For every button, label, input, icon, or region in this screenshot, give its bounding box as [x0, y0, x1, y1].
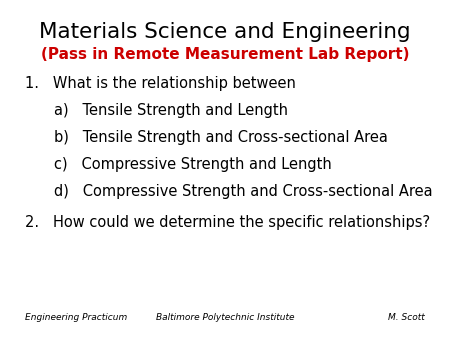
Text: Baltimore Polytechnic Institute: Baltimore Polytechnic Institute — [156, 313, 294, 322]
Text: 2.   How could we determine the specific relationships?: 2. How could we determine the specific r… — [25, 215, 430, 230]
Text: (Pass in Remote Measurement Lab Report): (Pass in Remote Measurement Lab Report) — [41, 47, 409, 62]
Text: M. Scott: M. Scott — [388, 313, 425, 322]
Text: 1.   What is the relationship between: 1. What is the relationship between — [25, 76, 296, 91]
Text: b)   Tensile Strength and Cross-sectional Area: b) Tensile Strength and Cross-sectional … — [54, 130, 388, 145]
Text: Engineering Practicum: Engineering Practicum — [25, 313, 127, 322]
Text: Materials Science and Engineering: Materials Science and Engineering — [39, 22, 411, 42]
Text: c)   Compressive Strength and Length: c) Compressive Strength and Length — [54, 157, 332, 172]
Text: d)   Compressive Strength and Cross-sectional Area: d) Compressive Strength and Cross-sectio… — [54, 184, 432, 199]
Text: a)   Tensile Strength and Length: a) Tensile Strength and Length — [54, 103, 288, 118]
